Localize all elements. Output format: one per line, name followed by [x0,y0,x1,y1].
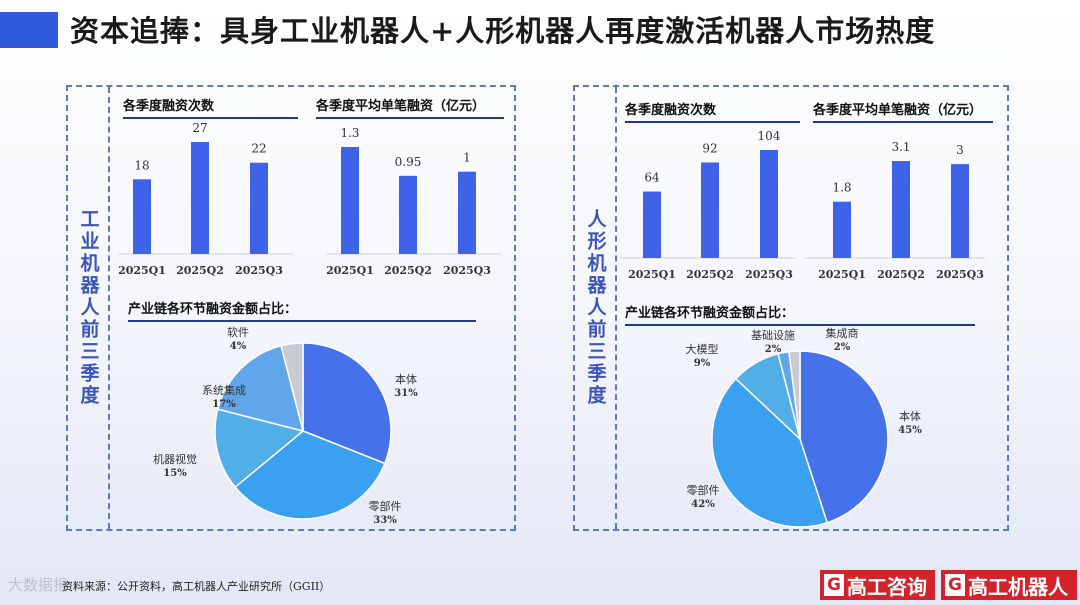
industrial-avg-title: 各季度平均单笔融资（亿元） [316,95,504,119]
category-label: 2025Q2 [384,264,432,277]
pie-percent-label: 45% [898,425,922,436]
pie-percent-label: 15% [163,468,187,479]
pie-percent-label: 42% [691,499,715,510]
logo-gg-consulting: G 高工咨询 [820,570,935,600]
bar-value-label: 64 [644,171,660,185]
pie-slice-软件 [280,342,304,432]
side-label-industrial: 工业机器人前三季度 [68,87,110,529]
bar-value-label: 104 [758,129,781,143]
bar-value-label: 0.95 [395,155,422,169]
bar-value-label: 1.8 [832,181,851,195]
humanoid-pie-title: 产业链各环节融资金额占比： [625,302,975,326]
industrial-pie-chart: 本体 31% 零部件 33% 机器视觉 15% 系统集成 17% 软件 4% [153,325,418,526]
bar-2025Q1 [341,147,359,254]
category-label: 2025Q3 [745,268,793,281]
bar-2025Q2 [701,162,719,258]
humanoid-count-title: 各季度融资次数 [625,99,800,123]
category-label: 2025Q2 [877,268,925,281]
industrial-pie-title: 产业链各环节融资金额占比： [128,298,476,322]
logo-gg-robot: G 高工机器人 [941,570,1077,600]
bar-2025Q3 [250,162,268,254]
pie-label: 集成商 [826,326,859,340]
category-label: 2025Q2 [176,264,224,277]
title-accent-bar [0,12,58,48]
pie-percent-label: 33% [373,515,397,526]
panel-industrial-robot: 工业机器人前三季度 [66,85,516,531]
pie-percent-label: 4% [230,341,247,352]
pie-slice-零部件 [234,430,386,520]
category-label: 2025Q1 [326,264,374,277]
panel-humanoid-robot: 人形机器人前三季度 [573,85,1009,531]
logo-text: 高工机器人 [968,574,1068,599]
pie-slice-集成商 [788,350,801,440]
page-title: 资本追捧：具身工业机器人+人形机器人再度激活机器人市场热度 [70,14,936,48]
humanoid-pie-chart: 本体 45% 零部件 42% 大模型 9% 基础设施 2% 集成商 2% [686,326,922,528]
logo-text: 高工咨询 [847,574,927,599]
industrial-count-chart: 18 2025Q1 27 2025Q2 22 2025Q3 [118,121,293,277]
category-label: 2025Q3 [235,264,283,277]
pie-percent-label: 31% [394,388,418,399]
bar-value-label: 18 [134,158,149,172]
bar-value-label: 92 [702,141,717,155]
humanoid-avg-title: 各季度平均单笔融资（亿元） [813,99,993,123]
side-label-humanoid: 人形机器人前三季度 [575,87,617,529]
pie-slice-零部件 [711,377,829,528]
bar-2025Q2 [399,175,417,254]
humanoid-avg-chart: 1.8 2025Q1 3.1 2025Q2 3 2025Q3 [805,140,985,281]
bar-2025Q1 [833,201,851,258]
bar-2025Q1 [133,179,151,254]
pie-label: 零部件 [687,483,720,497]
pie-percent-label: 2% [765,344,782,355]
pie-percent-label: 2% [834,342,851,353]
bar-value-label: 22 [251,142,266,156]
pie-label: 零部件 [369,499,402,513]
category-label: 2025Q2 [686,268,734,281]
pie-slice-机器视觉 [214,408,305,489]
bar-value-label: 1.3 [340,126,359,140]
bar-value-label: 27 [192,121,207,135]
category-label: 2025Q1 [118,264,166,277]
pie-label: 本体 [899,409,921,423]
pie-label: 本体 [395,372,417,386]
logo-mark: G [945,574,965,596]
bar-2025Q3 [458,171,476,254]
side-label-text: 人形机器人前三季度 [584,209,607,407]
side-label-text: 工业机器人前三季度 [77,209,100,407]
logo-mark: G [824,574,844,596]
category-label: 2025Q1 [818,268,866,281]
bar-2025Q2 [191,142,209,254]
source-note: 资料来源：公开资料，高工机器人产业研究所（GGII） [62,580,331,593]
bar-value-label: 1 [463,151,471,165]
pie-percent-label: 17% [212,399,236,410]
pie-label: 软件 [227,325,249,339]
bar-value-label: 3 [956,143,964,157]
bar-value-label: 3.1 [891,140,910,154]
pie-label: 机器视觉 [153,452,197,466]
category-label: 2025Q3 [443,264,491,277]
pie-label: 基础设施 [751,329,795,342]
category-label: 2025Q3 [936,268,984,281]
pie-label: 大模型 [686,342,719,356]
pie-percent-label: 9% [694,358,711,369]
pie-slice-系统集成 [216,344,305,433]
pie-label: 系统集成 [202,383,246,397]
bar-2025Q1 [643,191,661,258]
bar-2025Q3 [760,150,778,258]
bar-2025Q2 [892,161,910,258]
industrial-count-title: 各季度融资次数 [123,95,298,119]
pie-slice-本体 [799,350,889,524]
industrial-avg-chart: 1.3 2025Q1 0.95 2025Q2 1 2025Q3 [326,126,501,277]
pie-slice-本体 [302,342,392,465]
watermark: 大数据报 [8,576,69,594]
bar-2025Q3 [951,164,969,258]
humanoid-count-chart: 64 2025Q1 92 2025Q2 104 2025Q3 [620,129,795,281]
category-label: 2025Q1 [628,268,676,281]
